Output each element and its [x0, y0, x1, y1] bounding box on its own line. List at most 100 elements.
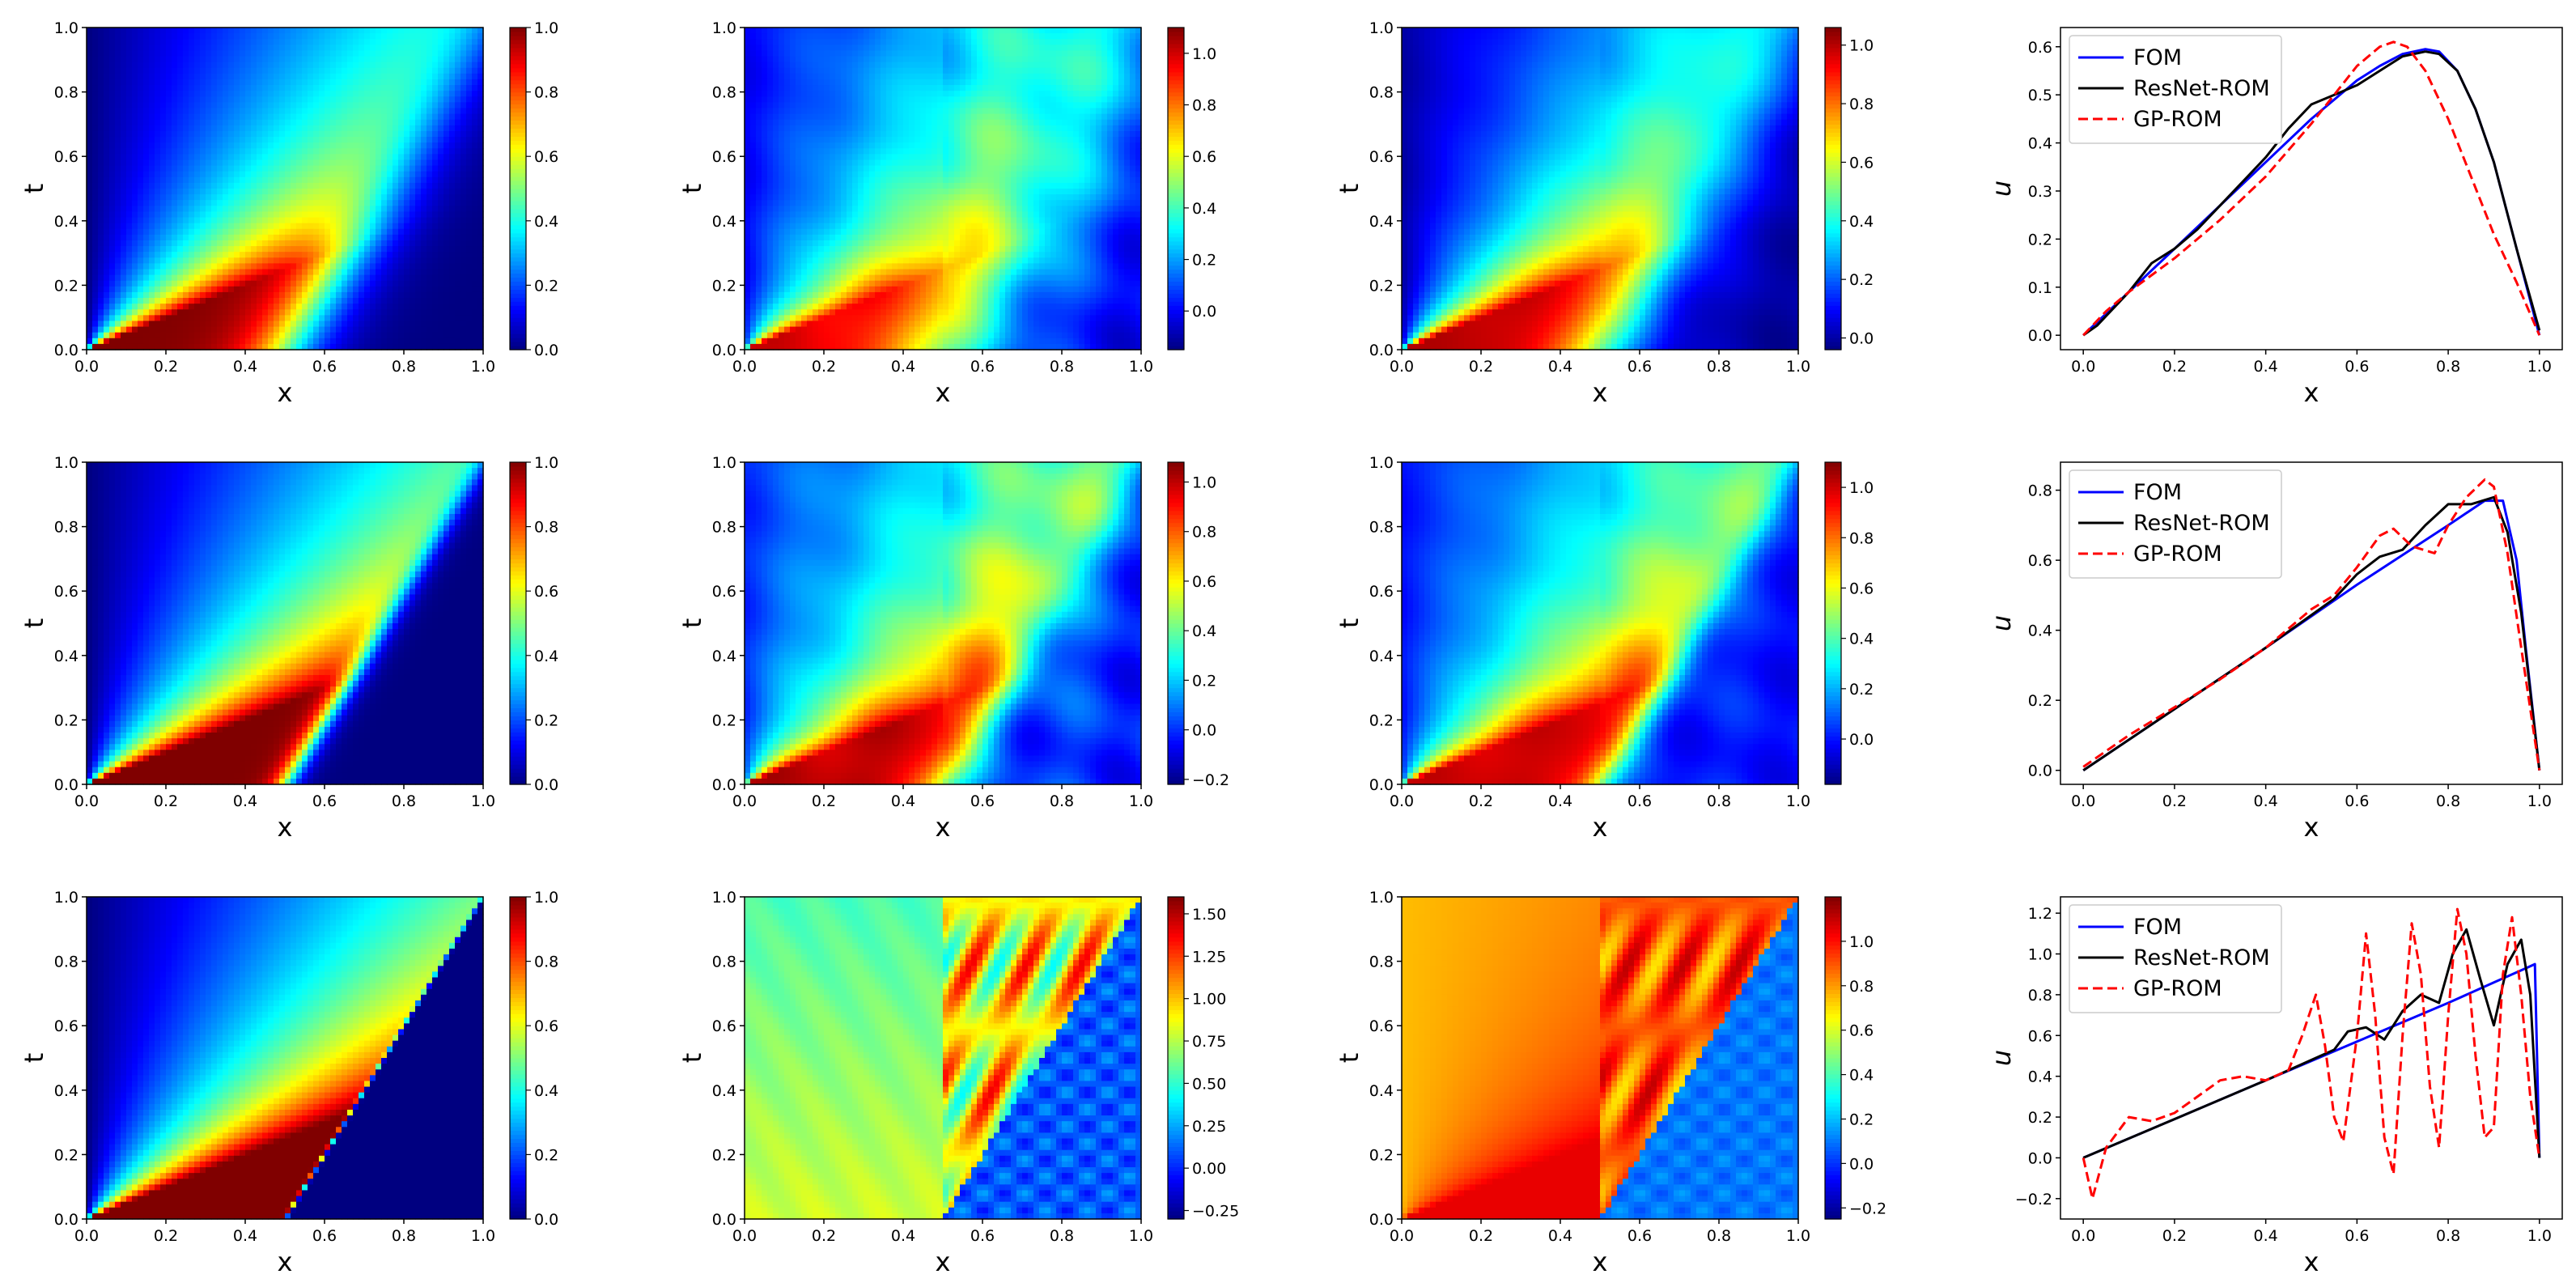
heatmap-cell — [234, 39, 240, 45]
heatmap-cell — [353, 315, 359, 322]
heatmap-cell — [427, 85, 433, 91]
heatmap-cell — [302, 113, 308, 121]
heatmap-cell — [364, 91, 371, 97]
heatmap-cell — [472, 62, 478, 69]
heatmap-cell — [177, 240, 184, 247]
heatmap-cell — [279, 159, 286, 167]
heatmap-cell — [886, 45, 893, 52]
heatmap-cell — [251, 206, 257, 213]
heatmap-cell — [109, 291, 116, 299]
heatmap-cell — [296, 257, 303, 264]
heatmap-cell — [370, 200, 376, 206]
heatmap-cell — [268, 257, 274, 264]
heatmap-cell — [217, 217, 223, 224]
heatmap-cell — [364, 332, 371, 339]
heatmap-cell — [813, 50, 819, 57]
heatmap-cell — [285, 234, 291, 241]
heatmap-cell — [410, 91, 416, 97]
heatmap-cell — [234, 125, 240, 132]
heatmap-cell — [347, 171, 354, 178]
heatmap-cell — [223, 326, 229, 333]
heatmap-cell — [869, 45, 876, 52]
heatmap-cell — [336, 165, 342, 172]
heatmap-cell — [376, 142, 382, 149]
heatmap-cell — [421, 223, 427, 230]
heatmap-cell — [126, 28, 133, 34]
heatmap-cell — [807, 79, 813, 86]
heatmap-cell — [319, 159, 325, 167]
heatmap-cell — [279, 321, 286, 328]
heatmap-cell — [415, 154, 422, 161]
heatmap-cell — [313, 326, 320, 333]
heatmap-cell — [449, 189, 456, 195]
heatmap-cell — [818, 96, 825, 103]
heatmap-cell — [262, 309, 269, 316]
heatmap-cell — [126, 286, 133, 293]
heatmap-cell — [353, 130, 359, 138]
heatmap-cell — [920, 102, 927, 109]
heatmap-cell — [149, 338, 155, 345]
heatmap-cell — [852, 67, 859, 74]
heatmap-cell — [892, 50, 898, 57]
heatmap-cell — [342, 28, 348, 34]
heatmap-cell — [472, 326, 478, 333]
heatmap-cell — [1039, 39, 1046, 45]
heatmap-cell — [319, 252, 325, 258]
heatmap-cell — [1016, 79, 1023, 86]
heatmap-cell — [381, 159, 388, 167]
heatmap-cell — [421, 79, 427, 86]
heatmap-cell — [126, 343, 133, 350]
heatmap-cell — [308, 252, 314, 258]
heatmap-cell — [189, 223, 195, 230]
heatmap-cell — [200, 286, 206, 293]
heatmap-cell — [319, 217, 325, 224]
heatmap-cell — [121, 189, 127, 195]
heatmap-cell — [296, 206, 303, 213]
heatmap-cell — [818, 62, 825, 69]
heatmap-cell — [268, 165, 274, 172]
heatmap-cell — [104, 176, 110, 184]
heatmap-cell — [313, 189, 320, 195]
heatmap-cell — [449, 85, 456, 91]
heatmap-cell — [166, 130, 172, 138]
heatmap-cell — [228, 321, 235, 328]
heatmap-cell — [1028, 33, 1034, 40]
heatmap-cell — [801, 33, 808, 40]
heatmap-cell — [206, 96, 212, 103]
heatmap-cell — [477, 28, 484, 34]
heatmap-cell — [460, 257, 467, 264]
heatmap-cell — [353, 182, 359, 189]
heatmap-cell — [750, 45, 757, 52]
heatmap-cell — [1062, 33, 1068, 40]
heatmap-cell — [234, 269, 240, 276]
heatmap-cell — [336, 85, 342, 91]
heatmap-cell — [415, 286, 422, 293]
heatmap-cell — [177, 338, 184, 345]
heatmap-cell — [370, 73, 376, 80]
heatmap-cell — [234, 263, 240, 270]
heatmap-cell — [313, 332, 320, 339]
heatmap-cell — [779, 102, 785, 109]
heatmap-cell — [166, 165, 172, 172]
heatmap-cell — [121, 148, 127, 155]
heatmap-cell — [325, 298, 331, 304]
heatmap-cell — [183, 246, 189, 253]
heatmap-cell — [404, 182, 410, 189]
heatmap-cell — [398, 28, 405, 34]
heatmap-cell — [427, 171, 433, 178]
heatmap-cell — [194, 211, 201, 219]
heatmap-cell — [920, 91, 927, 97]
heatmap-cell — [143, 154, 150, 161]
heatmap-cell — [296, 228, 303, 236]
heatmap-cell — [932, 67, 938, 74]
heatmap-cell — [1118, 33, 1125, 40]
heatmap-cell — [217, 211, 223, 219]
heatmap-cell — [251, 85, 257, 91]
heatmap-cell — [1124, 39, 1131, 45]
heatmap-cell — [813, 45, 819, 52]
heatmap-cell — [279, 228, 286, 236]
heatmap-cell — [898, 33, 904, 40]
heatmap-cell — [211, 263, 218, 270]
heatmap-cell — [342, 33, 348, 40]
